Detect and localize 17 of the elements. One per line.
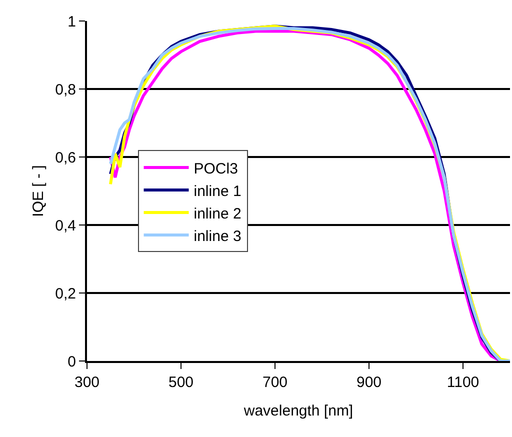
x-tick-label: 900 (356, 374, 382, 391)
x-tick-label: 300 (74, 374, 100, 391)
legend-label: POCl3 (194, 160, 238, 178)
y-tick-label: 0,6 (55, 149, 76, 166)
y-tick-label: 0 (68, 353, 76, 370)
x-axis-title: wavelength [nm] (242, 402, 354, 420)
y-tick-label: 0,8 (55, 81, 76, 98)
x-tick-label: 1100 (446, 374, 480, 391)
legend-label: inline 3 (194, 228, 242, 245)
legend-label: inline 1 (194, 182, 242, 200)
y-tick-label: 0,2 (55, 285, 76, 302)
x-tick-label: 700 (262, 374, 288, 391)
y-tick-label: 1 (68, 13, 76, 30)
x-tick-label: 500 (168, 374, 194, 391)
legend-label: inline 2 (194, 205, 242, 222)
y-tick-label: 0,4 (55, 217, 76, 234)
y-axis-title: IQE [ - ] (30, 165, 47, 217)
